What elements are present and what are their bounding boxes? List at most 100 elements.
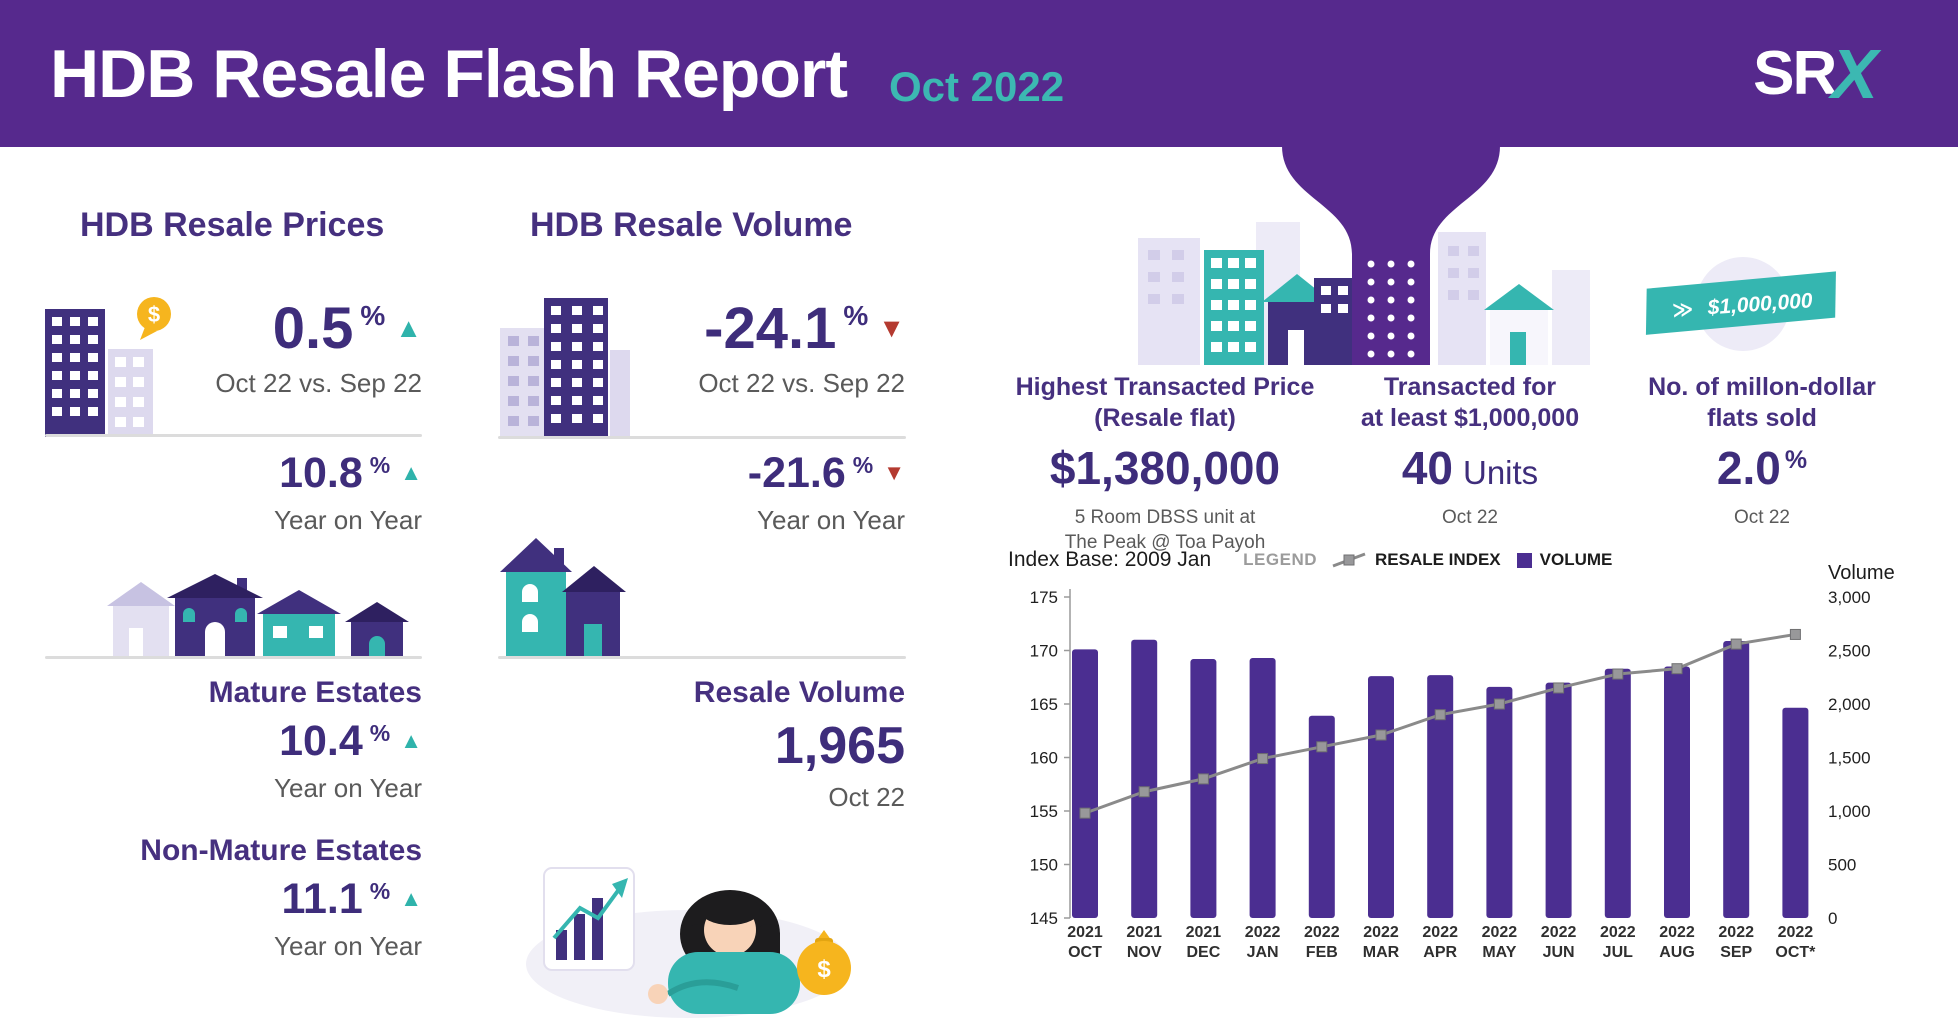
- volume-legend-label: VOLUME: [1539, 550, 1613, 569]
- volume-legend-swatch: [1516, 552, 1532, 568]
- svg-text:3,000: 3,000: [1828, 588, 1871, 607]
- svg-text:145: 145: [1030, 909, 1058, 928]
- prices-mom-caption: Oct 22 vs. Sep 22: [215, 368, 422, 398]
- svg-text:2,000: 2,000: [1828, 695, 1871, 714]
- volume-mom-value: -24.1: [704, 296, 837, 361]
- header-funnel-shape: [1282, 146, 1500, 298]
- non-mature-estates-caption: Year on Year: [274, 931, 422, 961]
- volume-buildings-icon: [500, 298, 630, 436]
- prices-mom-value: 0.5: [272, 296, 354, 361]
- mature-estates-stat: Mature Estates 10.4 % Year on Year: [100, 676, 422, 804]
- divider: [498, 656, 906, 659]
- resale-volume-caption: Oct 22: [828, 782, 905, 812]
- divider: [45, 656, 422, 659]
- volume-heading: HDB Resale Volume: [530, 206, 853, 244]
- trend-down-icon: [878, 315, 905, 342]
- volume-mom-unit: %: [843, 300, 869, 331]
- srx-logo-x: X: [1831, 34, 1878, 113]
- prices-mom-stat: 0.5 % Oct 22 vs. Sep 22: [100, 300, 422, 399]
- prices-yoy-caption: Year on Year: [274, 505, 422, 535]
- trend-up-icon: [400, 888, 422, 910]
- svg-text:2,500: 2,500: [1828, 642, 1871, 661]
- volume-yoy-value: -21.6: [747, 449, 846, 497]
- trend-up-icon: [400, 730, 422, 752]
- trend-up-icon: [400, 462, 422, 484]
- resale-index-legend-label: RESALE INDEX: [1375, 550, 1501, 569]
- highest-price-stat: Highest Transacted Price (Resale flat) $…: [1000, 372, 1330, 556]
- million-dollar-units-caption: Oct 22: [1442, 506, 1498, 528]
- ribbon-chevron-icon: ≫: [1672, 299, 1694, 322]
- legend-label: LEGEND: [1243, 550, 1317, 569]
- trend-down-icon: [883, 462, 905, 484]
- svg-text:170: 170: [1030, 642, 1058, 661]
- trend-up-icon: [395, 315, 422, 342]
- svg-text:0: 0: [1828, 909, 1837, 928]
- prices-yoy-stat: 10.8 % Year on Year: [100, 452, 422, 536]
- dollar-bubble-icon: $: [148, 302, 160, 327]
- report-title: HDB Resale Flash Report: [50, 35, 848, 112]
- svg-text:1,000: 1,000: [1828, 802, 1871, 821]
- prices-mom-unit: %: [360, 300, 386, 331]
- svg-text:160: 160: [1030, 749, 1058, 768]
- non-mature-estates-value: 11.1: [281, 875, 363, 923]
- chart-header: Index Base: 2009 Jan LEGEND RESALE INDEX…: [1008, 548, 1612, 572]
- header-banner: HDB Resale Flash Report Oct 2022 SR X: [0, 0, 1958, 147]
- non-mature-estates-label: Non-Mature Estates: [140, 834, 422, 867]
- person-with-money-illustration: $: [526, 867, 851, 1018]
- million-dollar-ribbon-icon: ≫ $1,000,000: [1645, 257, 1836, 351]
- resale-volume-stat: Resale Volume 1,965 Oct 22: [585, 676, 905, 813]
- volume-yoy-unit: %: [852, 452, 874, 478]
- mature-estates-unit: %: [369, 720, 391, 746]
- prices-yoy-unit: %: [369, 452, 391, 478]
- houses-row-icon: [107, 574, 409, 658]
- million-dollar-share-stat: No. of millon-dollar flats sold 2.0% Oct…: [1602, 372, 1922, 530]
- volume-yoy-caption: Year on Year: [757, 505, 905, 535]
- srx-logo-sr: SR: [1753, 39, 1837, 108]
- volume-mom-stat: -24.1 % Oct 22 vs. Sep 22: [585, 300, 905, 399]
- city-skyline-illustration: [1138, 222, 1590, 365]
- non-mature-estates-unit: %: [369, 878, 391, 904]
- million-dollar-share-title: No. of millon-dollar flats sold: [1648, 373, 1876, 433]
- divider: [45, 434, 422, 437]
- million-dollar-share-value: 2.0%: [1716, 441, 1808, 494]
- resale-index-legend-icon: [1332, 552, 1366, 568]
- index-volume-chart: 145 150 155 160 165 170 175 0 500 1,000 1,500 2,000…: [1030, 588, 1871, 961]
- million-dollar-share-caption: Oct 22: [1734, 506, 1790, 528]
- volume-house-icon: [500, 538, 626, 656]
- million-dollar-units-stat: Transacted for at least $1,000,000 40 Uni…: [1310, 372, 1630, 530]
- non-mature-estates-stat: Non-Mature Estates 11.1 % Year on Year: [100, 834, 422, 962]
- highest-price-title: Highest Transacted Price (Resale flat): [1015, 373, 1315, 433]
- prices-yoy-value: 10.8: [279, 449, 363, 497]
- svg-text:1,500: 1,500: [1828, 749, 1871, 768]
- svg-text:150: 150: [1030, 856, 1058, 875]
- volume-mom-caption: Oct 22 vs. Sep 22: [698, 368, 905, 398]
- apartment-buildings-icon: $: [45, 297, 171, 437]
- money-bag-dollar-icon: $: [817, 956, 831, 983]
- svg-text:155: 155: [1030, 802, 1058, 821]
- svg-text:175: 175: [1030, 588, 1058, 607]
- srx-logo: SR X: [1753, 34, 1878, 114]
- divider: [498, 436, 906, 439]
- prices-heading: HDB Resale Prices: [80, 206, 385, 244]
- svg-text:500: 500: [1828, 856, 1856, 875]
- highest-price-detail: 5 Room DBSS unit at The Peak @ Toa Payoh: [1064, 506, 1266, 554]
- million-dollar-units-value: 40 Units: [1401, 441, 1539, 494]
- mature-estates-caption: Year on Year: [274, 773, 422, 803]
- highest-price-value: $1,380,000: [1049, 441, 1281, 494]
- volume-yoy-stat: -21.6 % Year on Year: [585, 452, 905, 536]
- svg-text:165: 165: [1030, 695, 1058, 714]
- million-dollar-units-title: Transacted for at least $1,000,000: [1360, 373, 1580, 433]
- mature-estates-label: Mature Estates: [208, 676, 422, 709]
